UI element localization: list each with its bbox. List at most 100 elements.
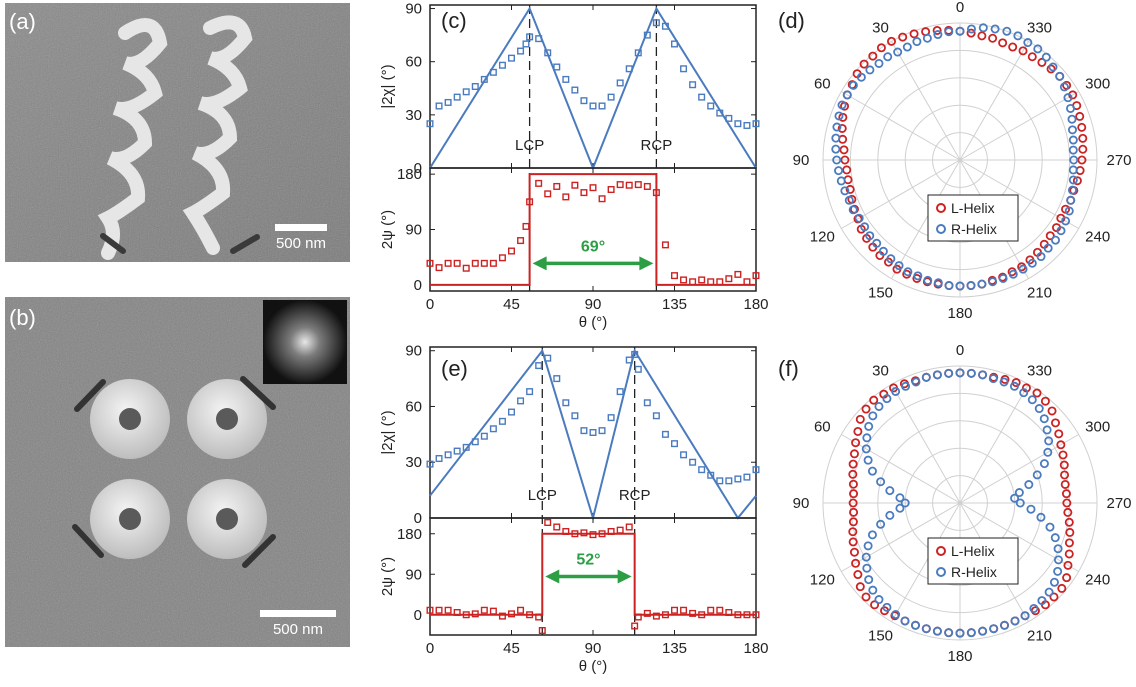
polar-data-point: [901, 381, 911, 391]
polar-data-point: [876, 519, 886, 529]
data-point: [526, 33, 534, 41]
polar-data-point: [840, 155, 850, 165]
polar-data-point: [849, 489, 859, 499]
data-point: [498, 612, 506, 620]
polar-data-point: [988, 277, 998, 287]
polar-data-point: [1059, 82, 1069, 92]
data-point: [553, 63, 561, 71]
polar-data-point: [1023, 38, 1033, 48]
polar-grid-spoke: [891, 502, 961, 622]
y-tick-label: 0: [414, 277, 422, 294]
polar-data-point: [1032, 470, 1042, 480]
annotation-label: 52°: [576, 552, 600, 569]
data-point: [571, 181, 579, 189]
data-point: [631, 622, 639, 630]
polar-data-point: [1036, 252, 1046, 262]
data-point: [680, 65, 688, 73]
polar-angle-label: 150: [868, 285, 893, 302]
polar-data-point: [1068, 175, 1078, 185]
data-point: [661, 430, 669, 438]
data-point: [426, 120, 434, 128]
chart-polar-d: 0 30 60 90 120 150 180 210 240 270 300 330 L-Helix R-…: [793, 0, 1132, 322]
polar-data-point: [911, 377, 921, 387]
data-point: [535, 35, 543, 43]
polar-data-point: [845, 184, 855, 194]
polar-data-point: [1049, 577, 1059, 587]
polar-data-point: [1043, 243, 1053, 253]
data-point: [752, 272, 760, 280]
polar-data-point: [944, 281, 954, 291]
polar-data-point: [955, 368, 965, 378]
polar-data-point: [1063, 560, 1073, 570]
legend-box: [927, 537, 1019, 585]
polar-data-point: [966, 368, 976, 378]
legend-label: R-Helix: [951, 221, 997, 237]
polar-data-point: [1013, 31, 1023, 41]
polar-data-point: [874, 401, 884, 411]
data-point: [743, 278, 751, 286]
data-point: [680, 451, 688, 459]
data-point: [752, 611, 760, 619]
polar-data-point: [1067, 125, 1077, 135]
data-point: [616, 526, 624, 534]
polar-data-point: [832, 122, 842, 132]
polar-angle-label: 150: [868, 628, 893, 645]
polar-data-point: [955, 26, 965, 36]
polar-data-point: [895, 493, 905, 503]
polar-data-point: [1020, 611, 1030, 621]
data-point: [522, 222, 530, 230]
chart-polar-f: 0 30 60 90 120 150 180 210 240 270 300 330 L-Helix R-…: [793, 342, 1132, 665]
data-point: [571, 412, 579, 420]
data-point: [634, 613, 642, 621]
polar-grid-spoke: [959, 434, 1079, 504]
x-tick-label: 45: [503, 640, 520, 657]
data-point: [480, 606, 488, 614]
polar-data-point: [1027, 258, 1037, 268]
polar-data-point: [1046, 64, 1056, 74]
polar-data-point: [882, 602, 892, 612]
polar-data-point: [854, 213, 864, 223]
polar-data-point: [1055, 71, 1065, 81]
marker-label: LCP: [528, 487, 557, 504]
y-tick-label: 90: [405, 1, 422, 18]
polar-data-point: [1008, 269, 1018, 279]
polar-data-point: [955, 628, 965, 638]
data-point: [562, 399, 570, 407]
polar-data-point: [848, 479, 858, 489]
polar-data-point: [1078, 144, 1088, 154]
polar-data-point: [989, 624, 999, 634]
chart-c-top: 0 30 60 90 |2χ| (°) LCP RCP: [379, 1, 760, 291]
polar-data-point: [1015, 498, 1025, 508]
data-point: [498, 61, 506, 69]
plot-frame-c-top: [429, 4, 757, 169]
polar-data-point: [1036, 512, 1046, 522]
polar-data-point: [876, 477, 886, 487]
polar-data-point: [923, 275, 933, 285]
polar-data-point: [988, 374, 998, 384]
data-point: [538, 627, 546, 635]
data-point: [671, 440, 679, 448]
polar-data-point: [861, 444, 871, 454]
data-point: [462, 443, 470, 451]
polar-data-point: [831, 133, 841, 143]
polar-grid-spoke: [841, 91, 961, 161]
legend-marker: [936, 567, 946, 577]
polar-data-point: [867, 466, 877, 476]
scalebar-label-a: 500 nm: [276, 235, 326, 252]
polar-data-point: [856, 72, 866, 82]
polar-data-point: [1043, 447, 1053, 457]
polar-angle-label: 180: [947, 648, 972, 665]
polar-data-point: [909, 29, 919, 39]
polar-data-point: [922, 33, 932, 43]
y-tick-label: 30: [405, 454, 422, 471]
polar-data-point: [932, 370, 942, 380]
y-tick-label: 180: [397, 166, 422, 183]
polar-data-point: [864, 421, 874, 431]
data-point: [734, 120, 742, 128]
polar-data-point: [842, 165, 852, 175]
polar-data-point: [1057, 583, 1067, 593]
panel-label-e: (e): [441, 356, 468, 381]
polar-data-point: [1053, 544, 1063, 554]
data-point: [598, 102, 606, 110]
polar-data-point: [1041, 52, 1051, 62]
